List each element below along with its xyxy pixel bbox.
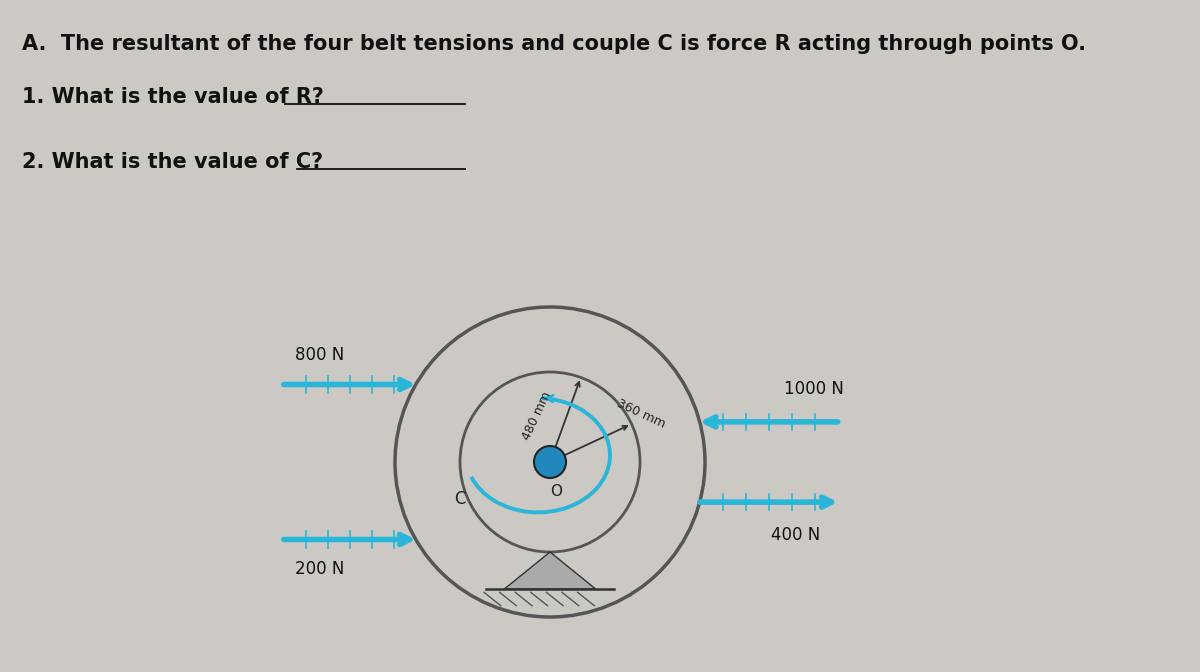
Text: 360 mm: 360 mm: [616, 396, 667, 431]
Text: O: O: [550, 484, 562, 499]
Polygon shape: [504, 552, 595, 589]
Text: A.  The resultant of the four belt tensions and couple C is force R acting throu: A. The resultant of the four belt tensio…: [22, 34, 1086, 54]
Text: 800 N: 800 N: [295, 346, 344, 364]
Text: C: C: [455, 490, 466, 508]
Text: 400 N: 400 N: [772, 526, 821, 544]
Text: 2. What is the value of C?: 2. What is the value of C?: [22, 152, 323, 172]
Ellipse shape: [534, 446, 566, 478]
Text: 480 mm: 480 mm: [520, 389, 554, 442]
Text: 1. What is the value of R?: 1. What is the value of R?: [22, 87, 324, 107]
Text: 1000 N: 1000 N: [784, 380, 844, 398]
Text: 200 N: 200 N: [295, 560, 344, 578]
